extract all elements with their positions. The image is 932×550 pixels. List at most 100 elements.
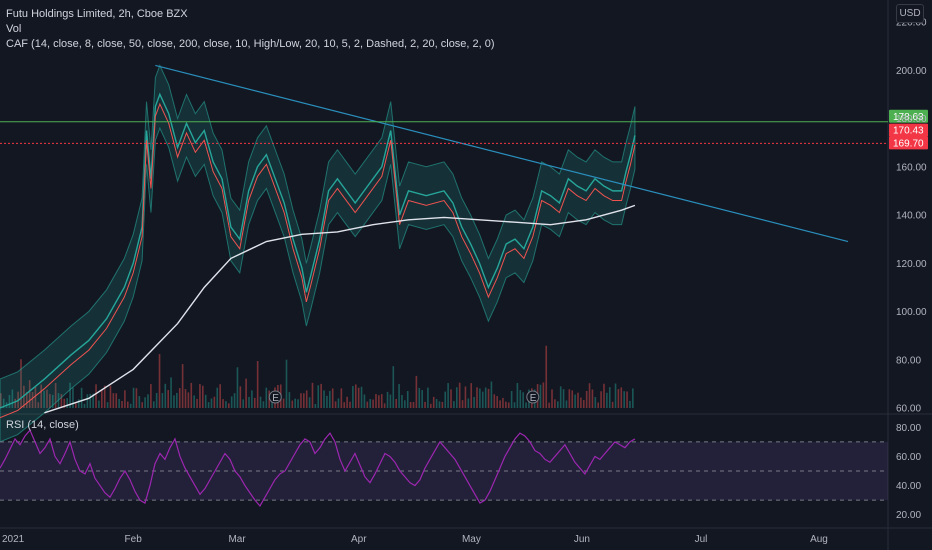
volume-bar — [354, 384, 357, 408]
volume-bar — [49, 394, 51, 408]
time-axis[interactable]: 2021 Feb Mar Apr May Jun Jul Aug — [2, 534, 828, 545]
volume-bar — [435, 399, 438, 408]
volume-bar — [164, 383, 167, 408]
volume-bar — [204, 394, 207, 408]
volume-bar — [340, 388, 343, 408]
price-badge-label: 178.63 — [893, 112, 924, 123]
volume-bar — [303, 393, 305, 408]
volume-bar — [43, 390, 45, 408]
volume-bar — [372, 399, 374, 408]
price-badge: 170.43 — [889, 123, 928, 137]
volume-bar — [453, 401, 455, 408]
volume-bar — [331, 388, 334, 408]
volume-bar — [233, 393, 236, 408]
rsi-tick-label: 80.00 — [896, 423, 921, 434]
volume-bar — [129, 403, 132, 408]
volume-bar — [591, 389, 594, 408]
rsi-tick-label: 60.00 — [896, 452, 921, 463]
volume-bar — [222, 399, 224, 408]
volume-bar — [63, 398, 66, 408]
earnings-marker — [268, 390, 282, 404]
volume-bar — [176, 392, 178, 408]
volume-bar — [282, 398, 285, 408]
volume-bar — [248, 396, 250, 408]
volume-bar — [430, 403, 432, 408]
volume-bar — [72, 387, 74, 408]
volume-bar — [424, 401, 426, 408]
volume-bar — [582, 400, 585, 408]
volume-bar — [28, 380, 31, 408]
volume-bar — [230, 396, 233, 408]
volume-bar — [522, 392, 524, 408]
volume-bar — [404, 400, 406, 408]
volume-bar — [265, 387, 268, 408]
price-tick-label: 60.00 — [896, 404, 921, 415]
volume-bar — [626, 391, 628, 408]
volume-bar — [481, 391, 484, 408]
volume-bar — [562, 389, 565, 408]
volume-bar — [594, 397, 597, 408]
volume-bar — [513, 402, 516, 408]
volume-bar — [245, 378, 247, 408]
volume-bar — [470, 383, 473, 408]
price-tick-label: 220.00 — [896, 18, 927, 29]
volume-bar — [542, 382, 545, 408]
volume-bar — [115, 393, 118, 408]
volume-bar — [314, 403, 317, 408]
vol-legend[interactable]: Vol — [6, 23, 22, 35]
volume-bar — [158, 354, 161, 408]
volume-bar — [291, 400, 294, 408]
volume-bar — [398, 384, 400, 408]
volume-bar — [23, 385, 25, 408]
volume-bar — [421, 390, 423, 408]
volume-bar — [308, 397, 311, 408]
volume-bar — [623, 391, 625, 408]
volume-bar — [600, 391, 602, 408]
volume-bar — [603, 383, 605, 408]
volume-bar — [95, 384, 97, 408]
volume-bar — [406, 391, 409, 408]
volume-bar — [447, 383, 449, 408]
volume-bar — [588, 383, 591, 408]
volume-bar — [181, 364, 184, 408]
chart-title[interactable]: Futu Holdings Limited, 2h, Cboe BZX — [6, 8, 188, 20]
volume-bar — [473, 397, 475, 408]
volume-bar — [360, 386, 363, 408]
volume-bar — [337, 398, 340, 408]
caf-legend[interactable]: CAF (14, close, 8, close, 50, close, 200… — [6, 38, 495, 50]
volume-bar — [502, 397, 504, 408]
volume-bar — [225, 401, 227, 408]
volume-bar — [597, 402, 600, 408]
volume-bar — [311, 382, 314, 408]
price-axis[interactable]: 220.00 200.00 180.00 160.00 140.00 120.00 100.… — [896, 18, 927, 522]
volume-bar — [8, 394, 11, 408]
volume-bar — [461, 400, 464, 408]
volume-bar — [25, 391, 28, 408]
volume-bar — [415, 375, 418, 408]
price-tick-label: 140.00 — [896, 211, 927, 222]
time-tick-label: Jun — [574, 534, 590, 545]
volume-bar — [432, 396, 435, 408]
volume-bar — [441, 401, 444, 408]
volume-bar — [545, 345, 548, 408]
earnings-marker — [526, 390, 540, 404]
volume-bar — [438, 401, 441, 408]
volume-bar — [259, 396, 262, 408]
volume-bar — [46, 389, 48, 408]
volume-bar — [329, 390, 331, 408]
volume-bar — [300, 393, 302, 408]
price-badge-label: 169.70 — [893, 138, 924, 149]
volume-bar — [455, 387, 458, 408]
volume-bar — [147, 394, 149, 408]
volume-bar — [375, 394, 377, 408]
rsi-legend[interactable]: RSI (14, close) — [6, 419, 79, 431]
volume-bar — [34, 386, 37, 408]
volume-bar — [334, 401, 337, 408]
volume-bar — [479, 388, 481, 408]
currency-button[interactable]: USD — [896, 4, 924, 23]
volume-bar — [510, 391, 513, 408]
volume-bar — [51, 394, 54, 408]
volume-bar — [444, 391, 447, 408]
